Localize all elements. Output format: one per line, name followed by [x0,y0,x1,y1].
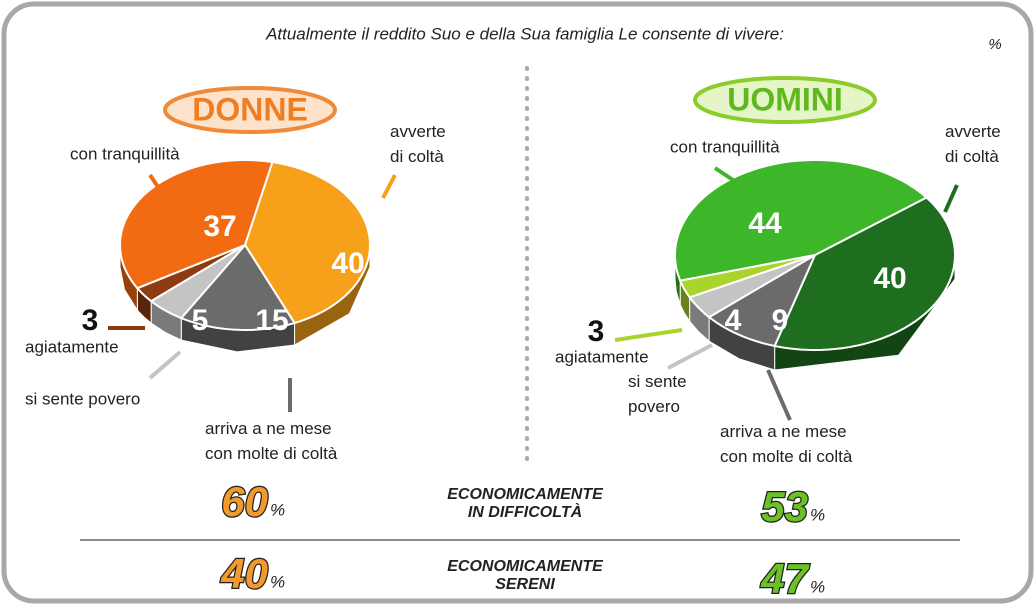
leader-line [148,173,170,204]
summary-label: ECONOMICAMENTE [447,486,604,503]
category-label: si sente povero [25,389,140,408]
leader-line [713,166,744,188]
pie-title-badge [693,76,877,124]
summary-unit: % [270,500,285,519]
leader-line [614,328,683,342]
summary-value: 47 [760,555,809,602]
summary-label: IN DIFFICOLTÀ [468,502,582,521]
value-label: 3 [588,315,605,348]
pie-title: DONNE [192,91,308,127]
slice [773,196,956,352]
pie-title-badge [163,86,337,134]
summary-unit: % [810,577,825,596]
summary-label: ECONOMICAMENTE [447,558,604,575]
value-label: 5 [192,304,209,337]
value-label: 15 [255,304,288,337]
value-label: 4 [725,304,742,337]
summary-value: 60 [221,478,268,525]
value-label: 44 [748,207,782,240]
category-label: agiatamente [555,347,649,366]
summary-label: SERENI [495,576,555,593]
leader-line [667,343,713,370]
slice [243,160,371,325]
slice [707,252,818,348]
category-label: arriva a ne mese con molte di coltà [720,422,853,466]
leader-line [766,369,792,421]
slice [687,254,816,319]
slice [119,159,274,290]
value-label: 9 [772,304,789,337]
category-label: con tranquillità [670,137,780,156]
category-label: agiatamente [25,337,119,356]
slice [674,159,929,282]
category-label: con tranquillità [70,144,180,163]
leader-line [943,184,959,213]
leader-line [381,174,397,199]
pie-title: UOMINI [727,81,843,117]
summary-value: 53 [761,483,808,530]
value-label: 3 [82,304,99,337]
slice [179,243,297,331]
unit: % [988,36,1001,53]
category-label: avverte di coltà [945,122,1001,166]
category-label: arriva a ne mese con molte di coltà [205,419,338,463]
slice [149,244,246,320]
summary-unit: % [270,572,285,591]
category-label: si sente povero [628,372,687,416]
leader-line [148,350,182,380]
page-title: Attualmente il reddito Suo e della Sua f… [265,24,784,43]
value-label: 40 [331,247,364,280]
summary-unit: % [810,505,825,524]
category-label: avverte di coltà [390,122,446,166]
summary-value: 40 [220,550,268,597]
value-label: 40 [873,262,906,295]
value-label: 37 [203,210,236,243]
